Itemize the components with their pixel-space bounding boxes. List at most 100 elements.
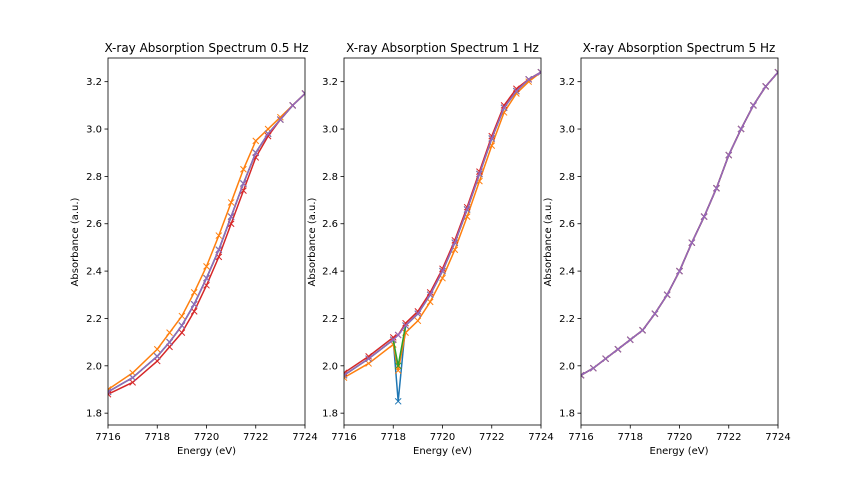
data-point xyxy=(513,85,520,93)
data-point xyxy=(389,334,397,341)
data-point xyxy=(240,165,247,173)
data-point xyxy=(688,239,696,247)
y-tick-label: 2.6 xyxy=(559,219,575,230)
data-point xyxy=(203,274,210,282)
x-tick-label: 7724 xyxy=(292,432,317,443)
data-point xyxy=(365,355,372,363)
data-point xyxy=(725,151,733,159)
series-line-1 xyxy=(344,71,541,379)
y-tick-label: 1.8 xyxy=(322,409,338,420)
data-point xyxy=(500,104,508,112)
data-point xyxy=(476,170,483,178)
y-tick-label: 2.2 xyxy=(86,314,102,325)
x-tick-label: 7722 xyxy=(243,432,268,443)
data-point xyxy=(394,331,402,339)
data-point xyxy=(344,369,348,377)
data-point xyxy=(700,213,708,220)
data-point xyxy=(190,300,198,308)
data-point xyxy=(426,298,434,306)
data-point xyxy=(500,102,508,109)
series-line-3 xyxy=(581,71,778,376)
data-point xyxy=(289,102,297,109)
data-point xyxy=(227,213,235,220)
subplot-0.5hz: X-ray Absorption Spectrum 0.5 Hz Energy … xyxy=(70,41,309,457)
chart-title: X-ray Absorption Spectrum 0.5 Hz xyxy=(104,41,308,55)
y-tick-label: 2.2 xyxy=(322,314,338,325)
data-point xyxy=(178,312,186,320)
data-point xyxy=(394,367,402,374)
data-point xyxy=(589,364,597,372)
data-point xyxy=(178,329,186,337)
series-group xyxy=(344,68,541,405)
data-point xyxy=(537,68,541,76)
y-tick-label: 3.2 xyxy=(86,77,102,88)
data-point xyxy=(166,338,173,346)
y-tick-label: 2.8 xyxy=(86,172,102,183)
y-tick-label: 2.8 xyxy=(559,172,575,183)
y-tick-label: 2.6 xyxy=(86,219,102,230)
plot-area: 7716 7718 7720 7722 7724 1.8 2.0 2.2 2.4 2.6 2.8 3.… xyxy=(86,57,318,443)
data-point xyxy=(488,135,496,142)
plot-area: 7716 7718 7720 7722 7724 1.8 2.0 2.2 2.4 2.6 2.8 3.… xyxy=(559,57,791,443)
y-axis-label: Absorbance (a.u.) xyxy=(543,197,554,286)
data-point xyxy=(252,137,260,145)
y-axis-label: Absorbance (a.u.) xyxy=(307,197,318,286)
data-point xyxy=(513,87,520,95)
x-tick-label: 7724 xyxy=(528,432,553,443)
data-point xyxy=(602,355,609,363)
data-point xyxy=(713,184,720,192)
data-point xyxy=(774,68,778,76)
data-point xyxy=(108,388,112,396)
data-point xyxy=(639,326,646,334)
y-tick-label: 3.0 xyxy=(559,125,575,136)
data-point xyxy=(129,369,136,377)
y-tick-label: 2.4 xyxy=(559,267,575,278)
data-point xyxy=(525,78,533,86)
data-point xyxy=(463,206,471,213)
data-point xyxy=(190,307,198,315)
series-line-4 xyxy=(581,71,778,376)
series-line-1 xyxy=(581,71,778,376)
series-line-4 xyxy=(108,92,305,393)
axes-frame xyxy=(580,57,779,426)
y-tick-label: 2.4 xyxy=(86,267,102,278)
chart-title: X-ray Absorption Spectrum 5 Hz xyxy=(583,41,776,55)
series-line-4 xyxy=(344,71,541,376)
data-point xyxy=(344,371,348,379)
y-tick-label: 2.6 xyxy=(322,219,338,230)
data-point xyxy=(301,90,305,97)
data-point xyxy=(737,125,745,133)
data-point xyxy=(581,371,585,379)
x-tick-label: 7716 xyxy=(331,432,356,443)
axes-frame xyxy=(107,57,306,426)
series-line-0 xyxy=(581,71,778,376)
x-tick-label: 7718 xyxy=(381,432,406,443)
x-tick-label: 7716 xyxy=(95,432,120,443)
data-point xyxy=(252,149,260,157)
y-tick-label: 2.0 xyxy=(559,361,575,372)
data-point xyxy=(663,291,671,299)
data-point xyxy=(153,357,161,365)
series-line-2 xyxy=(581,71,778,376)
data-point xyxy=(402,319,409,327)
data-point xyxy=(153,352,161,360)
series-group xyxy=(108,90,305,398)
data-point xyxy=(365,352,372,360)
data-point xyxy=(344,374,348,381)
x-axis-label: Energy (eV) xyxy=(413,446,472,457)
data-point xyxy=(651,310,659,318)
y-tick-label: 3.0 xyxy=(322,125,338,136)
y-tick-label: 2.4 xyxy=(322,267,338,278)
data-point xyxy=(394,397,402,405)
y-tick-label: 3.0 xyxy=(86,125,102,136)
data-point xyxy=(277,113,284,121)
data-point xyxy=(402,322,409,329)
data-point xyxy=(439,267,446,275)
data-point xyxy=(153,345,161,353)
data-point xyxy=(426,291,434,299)
x-tick-label: 7718 xyxy=(618,432,643,443)
plot-area: 7716 7718 7720 7722 7724 1.8 2.0 2.2 2.4 2.6 2.8 3.… xyxy=(322,57,554,443)
series-line-2 xyxy=(108,92,305,393)
